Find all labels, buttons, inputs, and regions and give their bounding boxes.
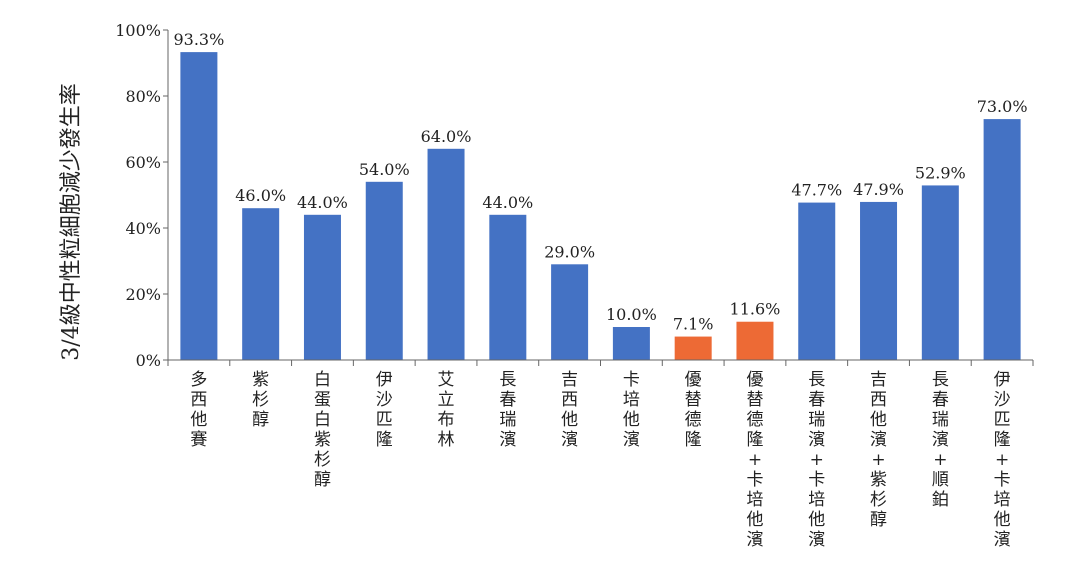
bar (612, 327, 650, 360)
y-tick-label: 100% (115, 21, 161, 40)
category-label: 優替德隆+卡培他濱 (746, 370, 763, 550)
y-tick-label: 40% (125, 219, 161, 238)
bar (489, 214, 527, 360)
category-label: 伊沙匹隆 (376, 370, 393, 450)
y-tick-label: 0% (136, 351, 161, 370)
y-tick-label: 60% (125, 153, 161, 172)
bar (674, 336, 712, 360)
category-label: 長春瑞濱+順鉑 (932, 370, 949, 510)
y-tick-label: 20% (125, 285, 161, 304)
category-label: 長春瑞濱 (499, 370, 516, 450)
category-label: 長春瑞濱+卡培他濱 (808, 370, 825, 550)
data-label: 44.0% (297, 193, 348, 212)
data-label: 44.0% (482, 193, 533, 212)
data-labels: 93.3% 46.0% 44.0% 54.0% 64.0% 44.0% 29.0% 10.0%… (173, 30, 1027, 333)
y-axis: 0% 20% 40% 60% 80% 100% (115, 21, 169, 370)
category-label: 吉西他濱+紫杉醇 (870, 370, 887, 530)
bar (365, 181, 403, 360)
bar (736, 321, 774, 360)
data-label: 47.9% (853, 180, 904, 199)
data-label: 29.0% (544, 242, 595, 261)
data-label: 73.0% (977, 97, 1028, 116)
x-axis (167, 359, 1034, 366)
bar (427, 148, 465, 360)
y-axis-title: 3/4級中性粒細胞減少發生率 (59, 83, 84, 360)
category-label: 多西他賽 (190, 370, 207, 450)
bar (798, 202, 836, 360)
category-label: 優替德隆 (685, 370, 702, 450)
category-label: 艾立布林 (438, 370, 455, 450)
data-label: 7.1% (673, 315, 714, 334)
data-label: 47.7% (791, 181, 842, 200)
category-label: 卡培他濱 (623, 370, 640, 450)
data-label: 10.0% (606, 305, 657, 324)
data-label: 46.0% (235, 186, 286, 205)
category-labels: 多西他賽 紫杉醇 白蛋白紫杉醇 伊沙匹隆 艾立布林 長春瑞濱 吉西他濱 卡培他濱 優替德隆 優替德… (190, 370, 1010, 550)
data-label: 93.3% (173, 30, 224, 49)
category-label: 吉西他濱 (561, 370, 578, 450)
category-label: 伊沙匹隆+卡培他濱 (994, 370, 1011, 550)
category-label: 紫杉醇 (252, 370, 269, 430)
bar (180, 52, 218, 361)
category-label: 白蛋白紫杉醇 (314, 370, 331, 490)
y-tick-label: 80% (125, 87, 161, 106)
data-label: 54.0% (359, 160, 410, 179)
bar (921, 185, 959, 360)
data-label: 52.9% (915, 163, 966, 182)
data-label: 64.0% (421, 127, 472, 146)
bar (983, 119, 1021, 360)
bar (551, 264, 589, 360)
bars (180, 52, 1021, 361)
bar (242, 208, 280, 360)
data-label: 11.6% (730, 300, 781, 319)
bar (303, 214, 341, 360)
bar (860, 201, 898, 360)
